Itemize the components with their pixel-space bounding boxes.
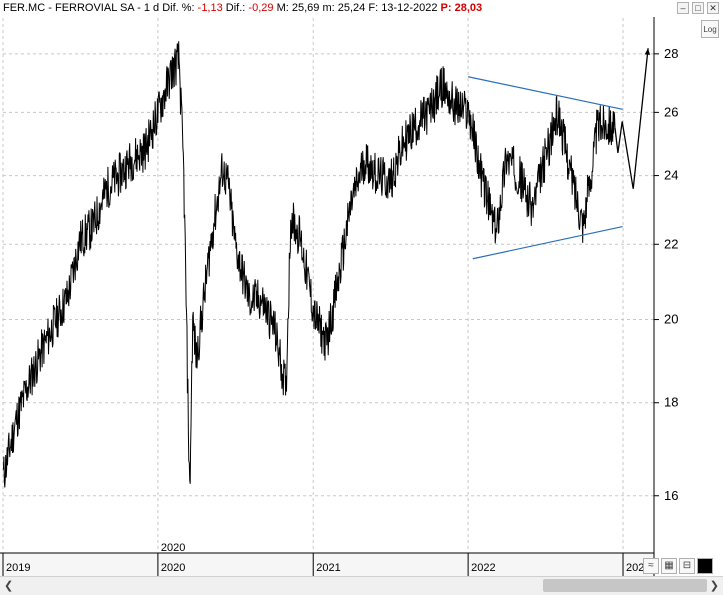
date-label: F:	[368, 2, 379, 14]
wave-icon[interactable]: ≈	[643, 558, 659, 574]
y-tick-label: 16	[664, 488, 678, 503]
x-tick-label: 2020	[161, 562, 185, 574]
x-tick-label: 2021	[316, 562, 340, 574]
header-separator: -	[48, 2, 52, 14]
y-tick-label: 18	[664, 395, 678, 410]
price-series-line[interactable]	[2, 41, 616, 488]
scroll-left-icon[interactable]: ❮	[4, 580, 14, 592]
color-swatch-icon[interactable]	[697, 558, 713, 574]
year-annotation: 2020	[161, 542, 185, 554]
projection-line[interactable]	[614, 48, 649, 189]
min-value: 25,24	[337, 2, 366, 14]
interval: 1 d	[143, 2, 160, 14]
price-label: P:	[440, 2, 452, 14]
scroll-right-icon[interactable]: ❯	[709, 580, 719, 592]
symbol-code: FER.MC	[3, 2, 46, 14]
date-value: 13-12-2022	[381, 2, 438, 14]
restore-button[interactable]: □	[692, 2, 704, 14]
y-tick-label: 22	[664, 236, 678, 251]
x-tick-label: 2019	[6, 562, 30, 574]
price-value: 28,03	[454, 2, 483, 14]
scroll-thumb[interactable]	[543, 579, 707, 592]
log-scale-button[interactable]: Log	[701, 20, 719, 38]
company-name: FERROVIAL SA	[54, 2, 135, 14]
y-tick-label: 28	[664, 46, 678, 61]
dif-pct-value: -1,13	[197, 2, 223, 14]
min-label: m:	[322, 2, 335, 14]
dif-label: Dif.:	[225, 2, 246, 14]
trendline-lower[interactable]	[472, 225, 623, 260]
y-tick-label: 20	[664, 312, 678, 327]
horizontal-scrollbar[interactable]: ❮ ❯	[0, 576, 723, 595]
chart-header: FER.MC - FERROVIAL SA - 1 d Dif. %: -1,1…	[0, 0, 723, 18]
save-icon[interactable]: ▦	[661, 558, 677, 574]
x-tick-label: 2022	[471, 562, 495, 574]
x-axis-panel	[0, 553, 654, 576]
max-label: M:	[276, 2, 289, 14]
dif-value: -0,29	[248, 2, 274, 14]
pin-icon[interactable]: ⊟	[679, 558, 695, 574]
y-tick-label: 26	[664, 104, 678, 119]
close-button[interactable]: ✕	[707, 2, 719, 14]
projection-arrowhead	[644, 48, 651, 55]
header-separator: -	[137, 2, 141, 14]
y-tick-label: 24	[664, 168, 678, 183]
dif-pct-label: Dif. %:	[162, 2, 195, 14]
minimize-button[interactable]: –	[677, 2, 689, 14]
max-value: 25,69	[291, 2, 320, 14]
trendline-upper[interactable]	[467, 76, 623, 110]
chart-tools: ≈ ▦ ⊟	[643, 558, 713, 574]
chart-background	[0, 17, 723, 576]
y-axis-panel	[654, 17, 723, 576]
